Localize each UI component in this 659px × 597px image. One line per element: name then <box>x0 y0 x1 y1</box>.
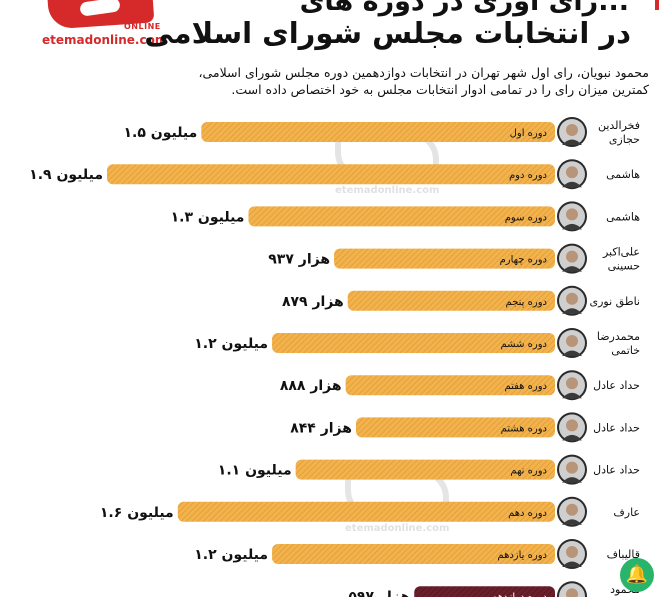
candidate-avatar-icon <box>557 581 587 597</box>
bar <box>334 248 555 269</box>
bar-period-label: دوره چهارم <box>500 255 547 266</box>
bar-period-label: دوره دوم <box>509 170 547 181</box>
bar <box>248 206 555 227</box>
candidate-name: حداد عادل <box>593 379 640 392</box>
bar <box>295 459 555 480</box>
bar <box>201 122 555 142</box>
accent-bar <box>655 0 659 10</box>
bar-value-label: ۸۸۸ هزار <box>280 378 342 394</box>
bar-period-label: دوره یازدهم <box>497 550 547 561</box>
candidate-avatar-icon <box>557 539 587 569</box>
candidate-avatar-icon <box>557 328 587 358</box>
candidate-name: عارف <box>613 506 640 519</box>
candidate-name: محمدرضا خاتمی <box>597 330 640 357</box>
bar-value-label: ۸۴۴ هزار <box>290 420 352 436</box>
bar <box>345 375 555 396</box>
etemad-logo: ONLINE etemadonline.com <box>40 0 167 52</box>
candidate-avatar-icon <box>557 117 587 147</box>
bar-period-label: دوره ششم <box>501 339 547 350</box>
bar <box>272 333 555 353</box>
candidate-avatar-icon <box>557 159 587 190</box>
bar <box>107 164 555 185</box>
candidate-name: قالیباف <box>607 548 640 561</box>
title-partial: ...رای آوری در دوره های <box>299 0 629 17</box>
bar-value-label: ۱.۹ میلیون <box>29 167 103 183</box>
candidate-name: حداد عادل <box>593 464 640 477</box>
bar-value-label: ۱.۶ میلیون <box>100 505 174 521</box>
candidate-avatar-icon <box>557 285 587 316</box>
bar-value-label: ۱.۵ میلیون <box>123 125 197 141</box>
bar-value-label: ۱.۳ میلیون <box>171 209 245 225</box>
bar-period-label: دوره اول <box>510 128 547 139</box>
bar <box>414 586 555 597</box>
bar-value-label: ۱.۲ میلیون <box>194 547 268 563</box>
candidate-name: ناطق نوری <box>589 295 640 309</box>
logo-site-url: etemadonline.com <box>42 33 168 47</box>
notification-bell-icon[interactable]: 🔔 <box>620 558 654 592</box>
candidate-avatar-icon <box>557 454 587 485</box>
bar-period-label: دوره هفتم <box>504 381 547 392</box>
candidate-avatar-icon <box>557 370 587 401</box>
bar-value-label: ۸۷۹ هزار <box>282 294 344 310</box>
candidate-name: هاشمی <box>606 210 640 223</box>
page-subtitle: محمود نبویان، رای اول شهر تهران در انتخا… <box>198 65 649 97</box>
candidate-name: علی‌اکبر حسینی <box>602 246 640 273</box>
candidate-name: هاشمی <box>606 168 640 181</box>
candidate-name: فخرالدین حجازی <box>598 119 640 146</box>
candidate-avatar-icon <box>557 243 587 274</box>
candidate-avatar-icon <box>557 496 587 527</box>
bar-period-label: دوره دهم <box>508 508 547 519</box>
bar-value-label: ۱.۲ میلیون <box>194 336 268 352</box>
bar-value-label: ۹۳۷ هزار <box>268 252 330 268</box>
bar-period-label: دوره نهم <box>510 466 547 477</box>
bar-value-label: ۱.۱ میلیون <box>218 463 292 479</box>
bar <box>272 544 555 564</box>
bar-period-label: دوره دوازدهم <box>491 592 547 597</box>
candidate-name: حداد عادل <box>593 421 640 434</box>
bar <box>347 290 555 311</box>
page-title: در انتخابات مجلس شورای اسلامی <box>144 16 631 50</box>
bar <box>177 501 555 522</box>
bar-period-label: دوره پنجم <box>506 297 547 308</box>
bar-period-label: دوره سوم <box>505 212 547 223</box>
candidate-avatar-icon <box>557 201 587 232</box>
candidate-avatar-icon <box>557 412 587 443</box>
bar <box>355 417 555 438</box>
bar-value-label: ۵۹۷ هزار <box>348 589 410 597</box>
logo-online-tag: ONLINE <box>124 22 161 31</box>
bar-period-label: دوره هشتم <box>501 423 547 434</box>
